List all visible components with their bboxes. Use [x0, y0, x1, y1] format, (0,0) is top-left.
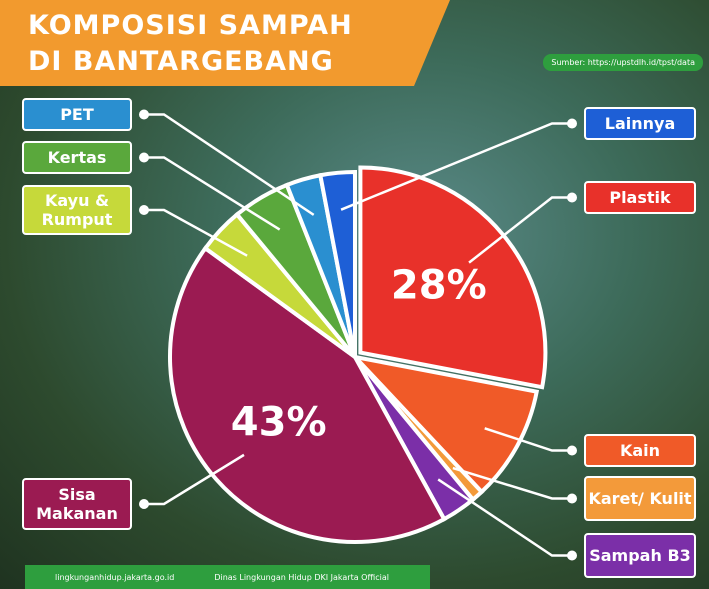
legend-label: Sampah B3	[584, 533, 696, 578]
leader-line	[437, 478, 572, 557]
leader-line	[144, 453, 245, 506]
leader-dot	[567, 118, 577, 129]
leader-dot	[567, 493, 577, 504]
leader-line	[144, 156, 281, 231]
footer-link: lingkunganhidup.jakarta.go.id	[55, 572, 175, 582]
leader-dot	[567, 445, 577, 456]
legend-label: Kayu & Rumput	[22, 185, 132, 235]
leader-line	[484, 427, 572, 452]
source: Sumber: https://upstdlh.id/tpst/data	[543, 54, 703, 71]
leader-line	[468, 196, 572, 264]
chart-title: KOMPOSISI SAMPAH DI BANTARGEBANG	[28, 10, 353, 77]
legend-label: Sisa Makanan	[22, 478, 132, 530]
pie-slice	[168, 245, 447, 544]
legend-label: PET	[22, 98, 132, 131]
value-label: 43%	[231, 399, 327, 445]
value-label: 28%	[391, 263, 487, 309]
leader-line	[144, 113, 315, 216]
leader-line	[452, 466, 572, 500]
legend-label: Kain	[584, 434, 696, 467]
title-banner	[0, 0, 450, 86]
leader-line	[144, 208, 248, 257]
legend-label: Plastik	[584, 181, 696, 214]
leader-dot	[139, 499, 149, 509]
legend-label: Lainnya	[584, 107, 696, 140]
pie-slice	[349, 353, 540, 495]
leader-dot	[139, 152, 149, 163]
legend-label: Kertas	[22, 141, 132, 174]
leader-dot	[567, 550, 577, 561]
legend-label: Karet/ Kulit	[584, 476, 696, 521]
footer: lingkunganhidup.jakarta.go.id Dinas Ling…	[25, 565, 430, 589]
leader-dot	[139, 109, 149, 120]
leader-dot	[139, 205, 149, 215]
leader-dot	[567, 192, 577, 203]
pie-slice	[317, 169, 357, 358]
leader-line	[340, 122, 572, 211]
footer-link: Dinas Lingkungan Hidup DKI Jakarta Offic…	[214, 572, 389, 582]
